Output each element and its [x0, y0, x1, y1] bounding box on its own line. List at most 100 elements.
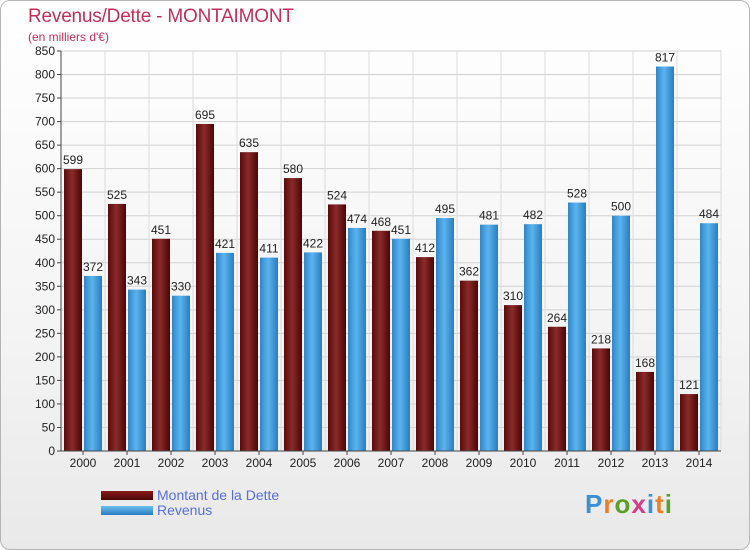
y-tick-label: 300 [35, 303, 55, 317]
data-label-revenus-2011: 528 [567, 187, 587, 201]
data-label-revenus-2009: 481 [479, 209, 499, 223]
x-tick-label: 2010 [510, 456, 537, 470]
legend-swatch-revenus [101, 506, 153, 515]
bar-revenus-2010 [524, 224, 542, 451]
x-tick-label: 2000 [70, 456, 97, 470]
legend-label-revenus: Revenus [157, 502, 213, 518]
x-tick-label: 2001 [114, 456, 141, 470]
logo-letter: i [646, 489, 656, 519]
data-label-revenus-2002: 330 [171, 280, 191, 294]
bar-revenus-2014 [700, 223, 718, 451]
bar-dette-2013 [636, 371, 654, 451]
bar-revenus-2007 [392, 238, 410, 451]
bar-revenus-2012 [612, 215, 630, 451]
legend-label-dette: Montant de la Dette [157, 487, 280, 503]
logo-letter: x [631, 489, 647, 519]
bar-revenus-2006 [348, 227, 366, 451]
bar-dette-2003 [196, 123, 214, 452]
legend-swatch-dette [101, 491, 153, 500]
y-tick-label: 800 [35, 68, 55, 82]
bar-revenus-2009 [480, 224, 498, 451]
logo-letter: i [664, 489, 673, 519]
logo-letter: r [603, 489, 615, 519]
bar-revenus-2002 [172, 295, 190, 451]
bar-revenus-2008 [436, 218, 454, 451]
bar-dette-2002 [152, 238, 170, 451]
data-label-revenus-2010: 482 [523, 208, 543, 222]
bar-dette-2009 [460, 280, 478, 451]
y-tick-label: 600 [35, 162, 55, 176]
x-tick-label: 2008 [422, 456, 449, 470]
x-tick-label: 2003 [202, 456, 229, 470]
x-tick-label: 2014 [686, 456, 713, 470]
data-label-dette-2014: 121 [679, 378, 699, 392]
x-tick-label: 2011 [554, 456, 580, 470]
bar-dette-2005 [284, 178, 302, 451]
bar-revenus-2003 [216, 252, 234, 451]
y-tick-label: 400 [35, 256, 55, 270]
y-tick-label: 50 [42, 420, 56, 434]
y-tick-label: 200 [35, 350, 55, 364]
bar-revenus-2013 [656, 66, 674, 451]
data-label-dette-2002: 451 [151, 223, 171, 237]
y-tick-label: 250 [35, 326, 55, 340]
data-label-dette-2000: 599 [63, 153, 83, 167]
data-label-dette-2004: 635 [239, 136, 259, 150]
data-label-dette-2008: 412 [415, 241, 435, 255]
y-tick-label: 100 [35, 397, 55, 411]
bar-dette-2007 [372, 230, 390, 451]
data-label-dette-2009: 362 [459, 265, 479, 279]
bar-dette-2014 [680, 394, 698, 451]
x-tick-label: 2005 [290, 456, 317, 470]
data-label-dette-2005: 580 [283, 162, 303, 176]
data-label-dette-2003: 695 [195, 108, 215, 122]
x-tick-label: 2004 [246, 456, 273, 470]
data-label-revenus-2012: 500 [611, 200, 631, 214]
bar-dette-2006 [328, 204, 346, 451]
y-tick-label: 550 [35, 185, 55, 199]
bar-revenus-2005 [304, 252, 322, 451]
data-label-dette-2006: 524 [327, 188, 347, 202]
bar-revenus-2000 [84, 275, 102, 451]
y-tick-label: 850 [35, 44, 55, 58]
x-tick-label: 2013 [642, 456, 669, 470]
data-label-revenus-2003: 421 [215, 237, 235, 251]
y-tick-label: 500 [35, 209, 55, 223]
x-tick-label: 2006 [334, 456, 361, 470]
logo-letter: P [585, 489, 604, 519]
bar-dette-2008 [416, 257, 434, 451]
y-tick-label: 650 [35, 138, 55, 152]
chart-subtitle: (en milliers d'€) [28, 30, 109, 44]
bar-dette-2010 [504, 305, 522, 451]
proxiti-logo: Proxiti [585, 489, 673, 520]
data-label-dette-2013: 168 [635, 356, 655, 370]
data-label-revenus-2006: 474 [347, 212, 367, 226]
bar-dette-2001 [108, 203, 126, 451]
y-tick-label: 450 [35, 232, 55, 246]
bar-dette-2012 [592, 348, 610, 451]
data-label-revenus-2004: 411 [259, 242, 278, 256]
logo-letter: t [655, 489, 665, 519]
y-tick-label: 350 [35, 279, 55, 293]
logo-letter: o [614, 489, 632, 519]
y-tick-label: 700 [35, 115, 55, 129]
data-label-revenus-2013: 817 [655, 51, 675, 65]
x-tick-label: 2007 [378, 456, 405, 470]
bar-revenus-2001 [128, 289, 146, 451]
data-label-dette-2012: 218 [591, 332, 611, 346]
bar-dette-2000 [64, 169, 82, 451]
bar-revenus-2004 [260, 257, 278, 451]
data-label-revenus-2001: 343 [127, 274, 147, 288]
data-label-dette-2007: 468 [371, 215, 391, 229]
x-tick-label: 2012 [598, 456, 625, 470]
data-label-revenus-2008: 495 [435, 202, 455, 216]
bar-dette-2004 [240, 152, 258, 452]
x-tick-label: 2002 [158, 456, 185, 470]
y-tick-label: 0 [48, 444, 55, 458]
data-label-dette-2011: 264 [547, 311, 567, 325]
bar-revenus-2011 [568, 202, 586, 451]
bar-dette-2011 [548, 326, 566, 451]
data-label-revenus-2005: 422 [303, 236, 323, 250]
